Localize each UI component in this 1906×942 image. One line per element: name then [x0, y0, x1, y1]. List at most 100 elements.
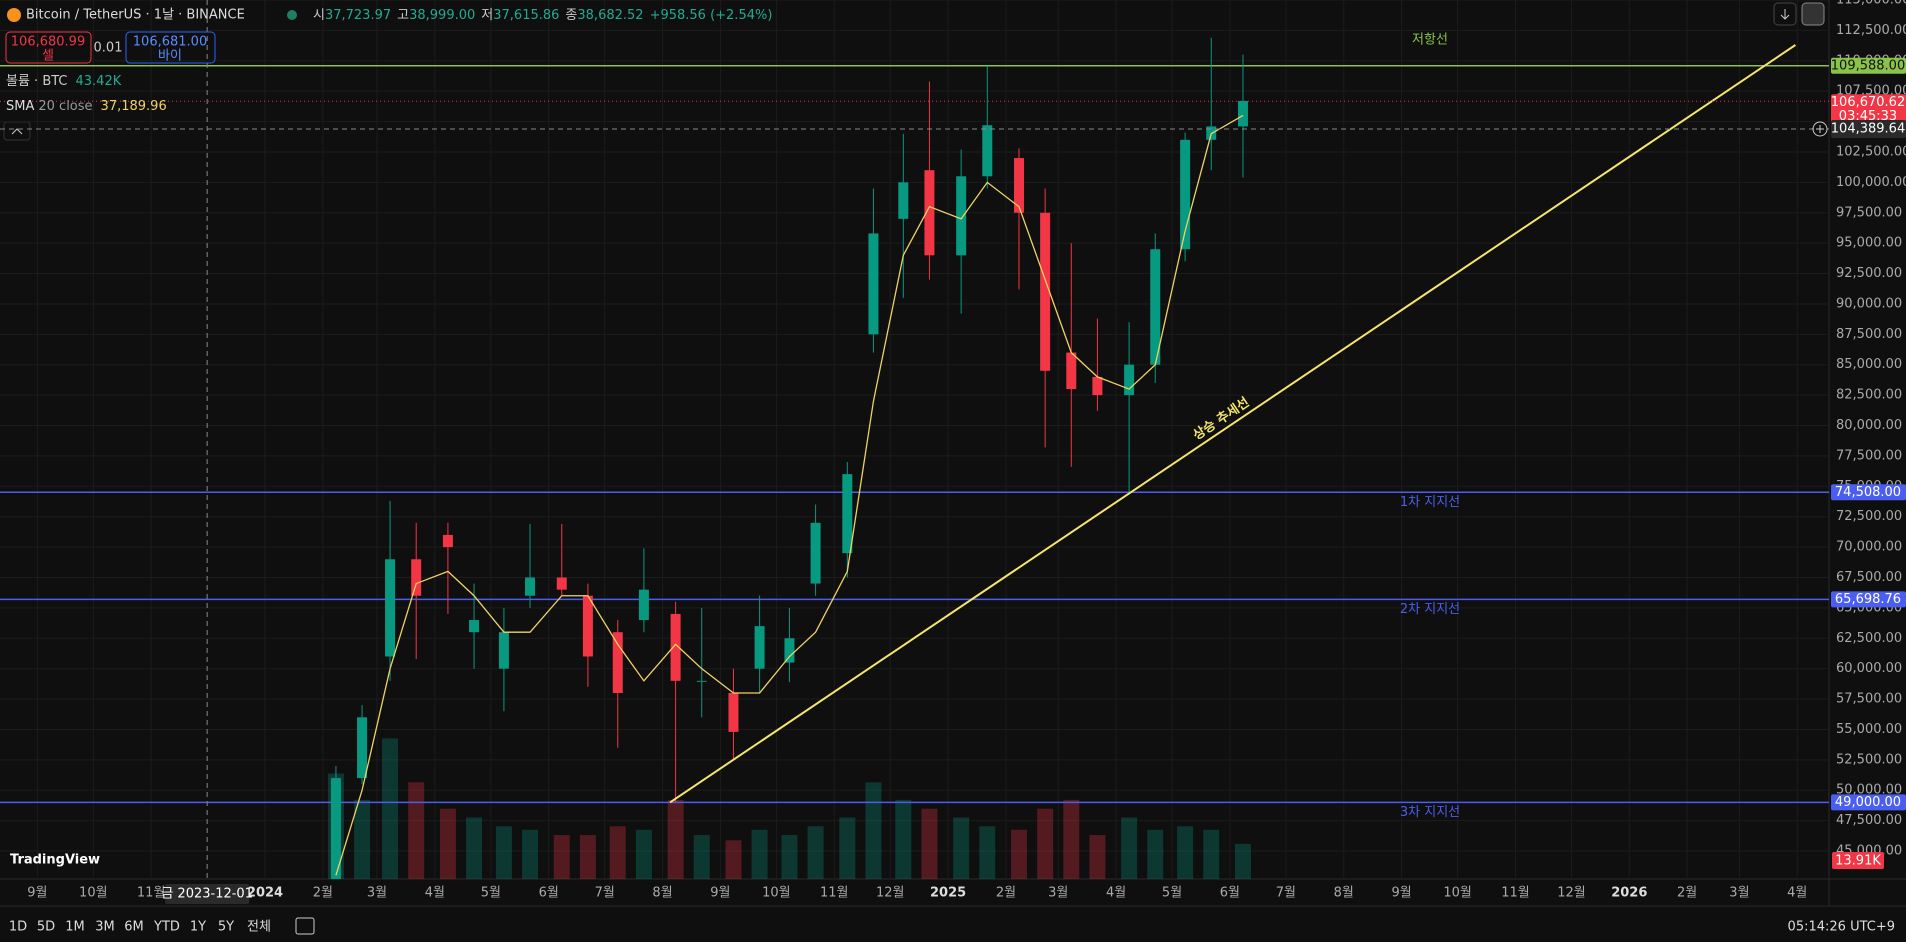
x-tick-label: 2024: [247, 886, 283, 901]
range-button[interactable]: 5Y: [218, 920, 234, 935]
y-tick-label: 112,500.00: [1836, 23, 1906, 38]
candle-body: [784, 638, 795, 663]
sell-button[interactable]: [5, 31, 92, 64]
volume-bar: [1177, 826, 1194, 879]
y-tick-label: 85,000.00: [1836, 357, 1902, 372]
range-button[interactable]: 3M: [95, 920, 115, 935]
buy-button[interactable]: [125, 31, 216, 64]
volume-bar: [382, 738, 399, 879]
y-tick-label: 102,500.00: [1836, 144, 1906, 159]
range-button[interactable]: 전체: [247, 920, 271, 935]
spread: 0.01: [94, 41, 123, 56]
volume-bar: [667, 799, 684, 879]
y-tick-label: 50,000.00: [1836, 783, 1902, 798]
x-tick-label: 10월: [762, 886, 791, 901]
volume-bar: [609, 826, 626, 879]
range-button[interactable]: 1Y: [190, 920, 206, 935]
clock: 05:14:26 UTC+9: [1788, 920, 1895, 935]
volume-bar: [495, 826, 512, 879]
x-tick-label: 5월: [1162, 886, 1182, 901]
x-tick-label: 5월: [481, 886, 501, 901]
scroll-button[interactable]: [1773, 2, 1797, 26]
candle-body: [411, 559, 422, 596]
candle-body: [696, 680, 707, 682]
candle-body: [469, 620, 480, 633]
candle-body: [1040, 212, 1051, 371]
x-tick-label: 9월: [27, 886, 47, 901]
x-tick-label: 4월: [1106, 886, 1126, 901]
y-tick-label: 70,000.00: [1836, 540, 1902, 555]
sma-name: SMA: [6, 99, 34, 114]
candle-body: [638, 589, 649, 621]
symbol: Bitcoin / TetherUS · 1날 · BINANCE: [26, 8, 245, 23]
crosshair-date: 금 2023-12-01: [161, 887, 253, 902]
x-tick-label: 2월: [1677, 886, 1697, 901]
sma-value: 37,189.96: [101, 99, 167, 114]
x-tick-label: 4월: [425, 886, 445, 901]
add-alert-button[interactable]: [1812, 121, 1828, 137]
date-range-button[interactable]: [295, 917, 315, 935]
y-tick-label: 67,500.00: [1836, 570, 1902, 585]
ohlc-value: 38,682.52: [577, 8, 643, 23]
x-tick-label: 9월: [1391, 886, 1411, 901]
level-name: 저항선: [1412, 32, 1448, 47]
candle-body: [1150, 249, 1161, 365]
crosshair-price: 104,389.64: [1831, 121, 1905, 136]
x-tick-label: 2025: [930, 886, 966, 901]
sell-price: 106,680.99: [11, 35, 85, 50]
volume-bar: [1147, 829, 1164, 879]
range-button[interactable]: 1D: [9, 920, 27, 935]
volume-bar: [522, 829, 539, 879]
x-tick-label: 11월: [1501, 886, 1530, 901]
range-button[interactable]: 1M: [65, 920, 85, 935]
x-tick-label: 10월: [1443, 886, 1472, 901]
candle-body: [956, 176, 967, 256]
range-button[interactable]: 5D: [37, 920, 55, 935]
x-tick-label: 12월: [876, 886, 905, 901]
volume-bar: [693, 835, 710, 879]
y-tick-label: 92,500.00: [1836, 266, 1902, 281]
x-tick-label: 7월: [1276, 886, 1296, 901]
volume-bar: [953, 817, 970, 879]
x-tick-label: 8월: [1334, 886, 1354, 901]
x-tick-label: 2월: [313, 886, 333, 901]
settings-button[interactable]: [1801, 2, 1825, 26]
sma-params: 20 close: [38, 99, 92, 114]
volume-bar: [807, 826, 824, 879]
range-button[interactable]: YTD: [153, 920, 180, 935]
y-tick-label: 115,000.00: [1836, 0, 1906, 8]
volume-bar: [895, 799, 912, 879]
sell-label: 셀: [42, 49, 54, 64]
volume-bar: [921, 808, 938, 879]
ohlc-label: 고: [397, 8, 409, 23]
volume-bar: [979, 826, 996, 879]
candle-body: [612, 632, 623, 693]
x-tick-label: 11월: [137, 886, 166, 901]
range-button[interactable]: 6M: [124, 920, 144, 935]
volume-bar: [1234, 843, 1251, 879]
sma-legend: SMA 20 close 37,189.96: [6, 99, 167, 114]
buy-label: 바이: [158, 49, 182, 64]
level-badge: [1831, 591, 1906, 608]
icon: [11, 128, 23, 135]
x-tick-label: 8월: [652, 886, 672, 901]
y-tick-label: 77,500.00: [1836, 448, 1902, 463]
y-tick-label: 87,500.00: [1836, 327, 1902, 342]
icon: [1816, 124, 1824, 133]
volume-bar: [466, 817, 483, 879]
candle-body: [1124, 364, 1135, 396]
level-price: 74,508.00: [1835, 485, 1901, 500]
volume-bar: [865, 782, 882, 879]
x-tick-label: 10월: [79, 886, 108, 901]
x-tick-label: 9월: [710, 886, 730, 901]
candle-body: [582, 595, 593, 657]
candle-body: [385, 559, 396, 657]
candle-body: [810, 522, 821, 584]
ohlc-value: 37,723.97: [325, 8, 391, 23]
trend-line: [669, 44, 1796, 804]
ohlc-label: 저: [481, 8, 493, 23]
volume-bar: [579, 835, 596, 879]
y-tick-label: 52,500.00: [1836, 752, 1902, 767]
x-tick-label: 11월: [820, 886, 849, 901]
